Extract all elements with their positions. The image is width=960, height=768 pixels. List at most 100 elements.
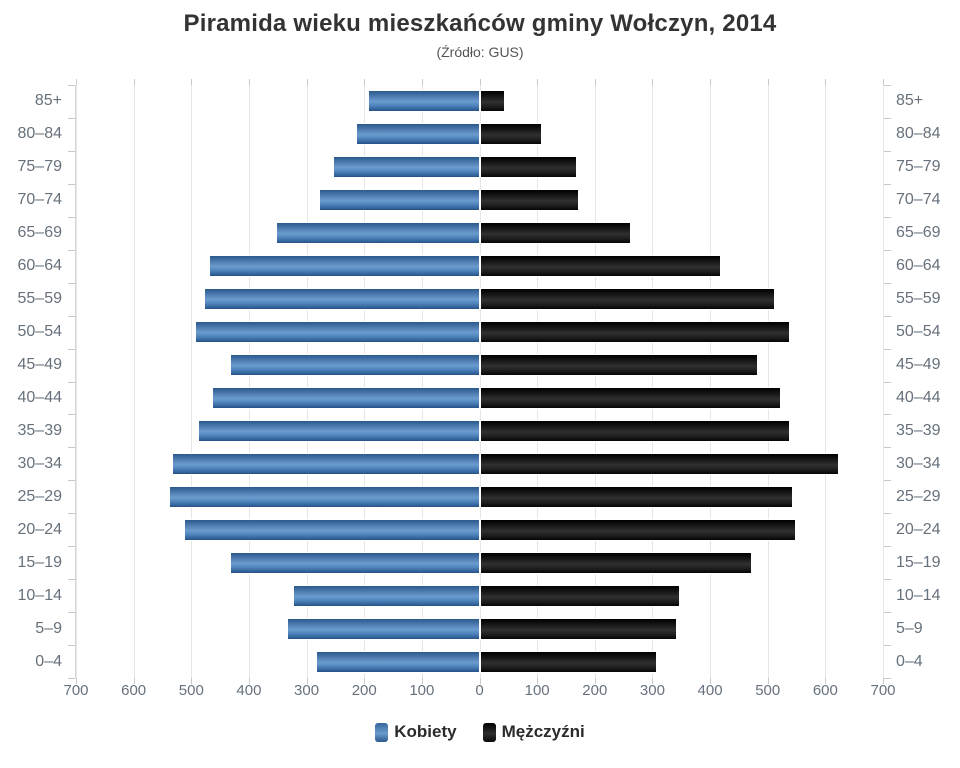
bar-mezczyzni[interactable] (479, 156, 577, 179)
x-axis-tick (710, 79, 712, 85)
bar-mezczyzni[interactable] (479, 90, 505, 113)
gridline (883, 85, 884, 678)
category-label: 75–79 (896, 158, 941, 176)
x-axis-tick (479, 678, 481, 684)
pyramid-row (76, 480, 883, 513)
category-label: 30–34 (17, 454, 63, 472)
bar-mezczyzni[interactable] (479, 189, 580, 212)
bar-kobiety[interactable] (333, 156, 480, 179)
bar-mezczyzni[interactable] (479, 452, 839, 475)
category-axis-tick (68, 381, 75, 383)
pyramid-row (76, 250, 883, 283)
category-label: 5–9 (896, 619, 923, 637)
x-axis-tick (306, 79, 308, 85)
bar-kobiety[interactable] (195, 321, 480, 344)
x-axis-tick (883, 678, 884, 684)
category-label: 40–44 (17, 388, 63, 406)
bar-kobiety[interactable] (367, 90, 480, 113)
bar-mezczyzni[interactable] (479, 386, 782, 409)
kobiety-legend-marker-icon (375, 722, 389, 742)
legend-item-kobiety[interactable]: Kobiety (375, 722, 457, 742)
pyramid-row (76, 217, 883, 250)
x-tick-label: 500 (755, 682, 781, 699)
pyramid-row (76, 316, 883, 349)
bar-mezczyzni[interactable] (479, 485, 793, 508)
x-axis-tick (652, 79, 654, 85)
bar-mezczyzni[interactable] (479, 584, 681, 607)
bar-kobiety[interactable] (172, 452, 480, 475)
category-axis-tick (68, 480, 75, 482)
category-label: 10–14 (896, 586, 941, 604)
bar-mezczyzni[interactable] (479, 255, 721, 278)
bar-mezczyzni[interactable] (479, 354, 759, 377)
category-label: 0–4 (35, 652, 62, 670)
gridline (767, 85, 769, 678)
bar-kobiety[interactable] (197, 419, 480, 442)
x-axis-tick (76, 678, 77, 684)
pyramid-row (76, 513, 883, 546)
category-label: 30–34 (896, 454, 941, 472)
category-axis-tick (68, 216, 75, 218)
bar-mezczyzni[interactable] (479, 650, 658, 673)
category-axis-tick (68, 315, 75, 317)
bar-kobiety[interactable] (212, 386, 480, 409)
chart-subtitle: (Źródło: GUS) (436, 44, 524, 60)
category-axis-tick (884, 546, 891, 548)
category-axis-tick (884, 183, 891, 185)
category-label: 80–84 (896, 125, 941, 143)
legend-label-kobiety: Kobiety (394, 722, 457, 741)
gridline (479, 85, 481, 678)
x-tick-label: 600 (121, 682, 147, 699)
x-axis-tick (710, 678, 712, 684)
bar-mezczyzni[interactable] (479, 518, 796, 541)
category-axis-tick (884, 645, 891, 647)
gridline (364, 85, 366, 678)
bar-kobiety[interactable] (287, 617, 480, 640)
bar-mezczyzni[interactable] (479, 551, 753, 574)
pyramid-row (76, 283, 883, 316)
category-label: 20–24 (896, 520, 941, 538)
bar-kobiety[interactable] (293, 584, 480, 607)
x-axis-tick (594, 79, 596, 85)
x-tick-label: 100 (524, 682, 550, 699)
gridline (710, 85, 712, 678)
category-label: 75–79 (17, 158, 63, 176)
category-axis-tick (884, 447, 891, 449)
bar-kobiety[interactable] (183, 518, 480, 541)
bar-kobiety[interactable] (356, 123, 480, 146)
category-label: 65–69 (17, 224, 63, 242)
bar-kobiety[interactable] (316, 650, 480, 673)
x-axis-tick (537, 678, 539, 684)
bar-kobiety[interactable] (275, 222, 480, 245)
bar-kobiety[interactable] (169, 485, 480, 508)
x-axis-tick (479, 79, 481, 85)
x-tick-label: 400 (697, 682, 723, 699)
legend-item-mezczyzni[interactable]: Mężczyźni (482, 722, 585, 742)
bar-mezczyzni[interactable] (479, 617, 678, 640)
bar-kobiety[interactable] (318, 189, 480, 212)
bar-mezczyzni[interactable] (479, 222, 632, 245)
category-axis-tick (884, 249, 891, 251)
gridline (133, 85, 135, 678)
category-label: 45–49 (17, 356, 63, 374)
category-label: 85+ (34, 92, 62, 110)
bar-kobiety[interactable] (209, 255, 480, 278)
pyramid-row (76, 151, 883, 184)
pyramid-row (76, 546, 883, 579)
bar-mezczyzni[interactable] (479, 123, 543, 146)
bar-kobiety[interactable] (203, 288, 480, 311)
category-axis-tick (68, 150, 75, 152)
x-tick-label: 200 (582, 682, 608, 699)
x-axis-tick (421, 79, 423, 85)
bar-mezczyzni[interactable] (479, 321, 790, 344)
gridline (652, 85, 654, 678)
x-axis-tick (364, 79, 366, 85)
bar-mezczyzni[interactable] (479, 419, 790, 442)
bar-mezczyzni[interactable] (479, 288, 776, 311)
gridline (421, 85, 423, 678)
bar-kobiety[interactable] (229, 354, 480, 377)
x-axis-tick (191, 678, 193, 684)
bar-kobiety[interactable] (229, 551, 480, 574)
category-label: 70–74 (896, 191, 941, 209)
category-label: 25–29 (17, 487, 63, 505)
